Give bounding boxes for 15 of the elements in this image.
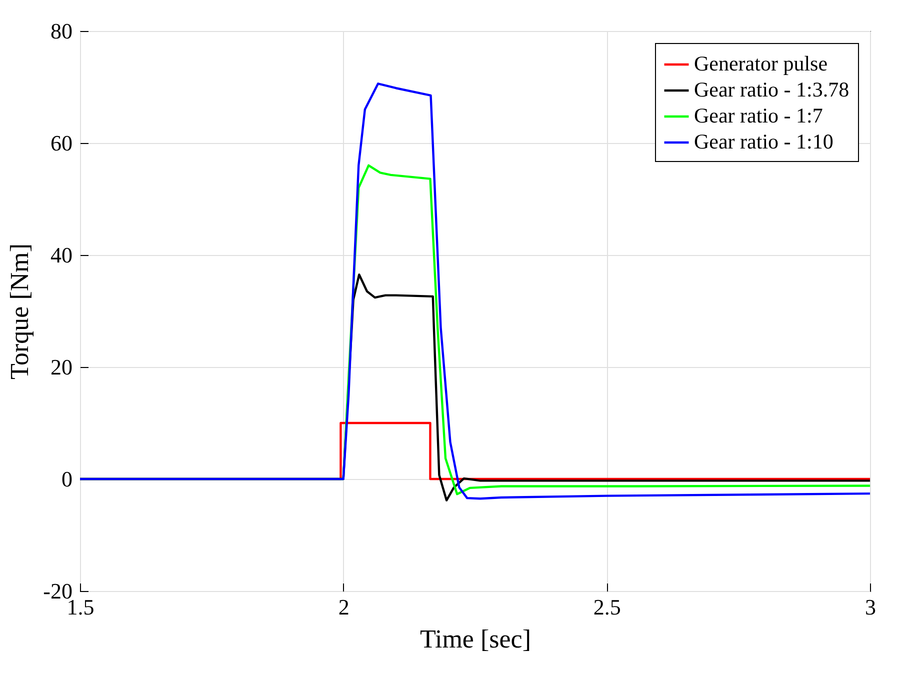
- x-tick-label: 3: [865, 594, 876, 620]
- x-axis-title: Time [sec]: [420, 624, 531, 654]
- line-series: [80, 82, 870, 500]
- legend-label: Gear ratio - 1:3.78: [694, 78, 850, 102]
- y-tick-label: 40: [50, 242, 72, 268]
- y-tick-label: 60: [50, 130, 72, 156]
- y-tick-label: 0: [62, 466, 72, 492]
- x-tick-label: 2.5: [593, 594, 621, 620]
- legend-label: Gear ratio - 1:7: [694, 104, 823, 128]
- x-tick-label: 2: [338, 594, 350, 620]
- y-axis-title: Torque [Nm]: [5, 243, 34, 380]
- legend-label: Gear ratio - 1:10: [694, 130, 834, 154]
- y-tick-label: 80: [50, 18, 72, 44]
- y-tick-label: 20: [50, 354, 72, 380]
- legend-label: Generator pulse: [694, 52, 828, 76]
